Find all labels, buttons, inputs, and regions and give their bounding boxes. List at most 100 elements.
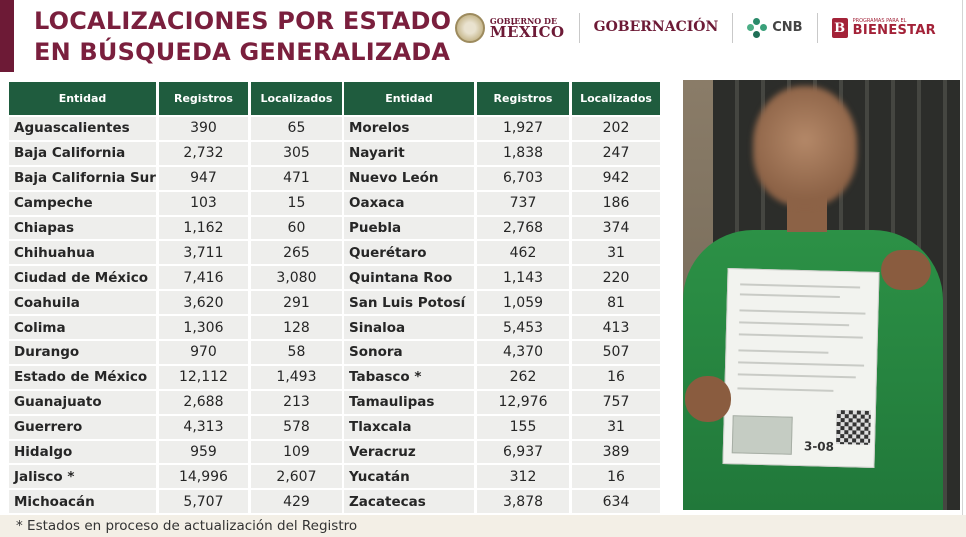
cell-entidad: Estado de México [9, 365, 156, 389]
table-row: Michoacán 5,707 429 [9, 490, 342, 514]
cell-registros: 312 [477, 465, 569, 489]
cell-entidad: Sinaloa [344, 316, 474, 340]
cell-localizados: 413 [572, 316, 660, 340]
cell-registros: 5,707 [158, 490, 248, 514]
cell-registros: 970 [158, 341, 248, 364]
cell-entidad: Tabasco * [344, 365, 474, 389]
cell-entidad: Veracruz [344, 440, 474, 464]
cell-registros: 1,306 [158, 316, 248, 340]
table-row: Querétaro 462 31 [344, 241, 660, 265]
logo-divider [732, 13, 734, 43]
cell-entidad: Tlaxcala [344, 415, 474, 439]
cell-registros: 1,927 [477, 117, 569, 140]
cell-registros: 6,937 [477, 440, 569, 464]
title-line-2: EN BÚSQUEDA GENERALIZADA [34, 38, 451, 66]
cell-localizados: 65 [250, 117, 342, 140]
cell-localizados: 374 [572, 216, 660, 240]
cell-localizados: 202 [572, 117, 660, 140]
table-row: Oaxaca 737 186 [344, 191, 660, 215]
cell-entidad: Baja California [9, 141, 156, 165]
cell-localizados: 471 [250, 166, 342, 190]
cell-localizados: 1,493 [250, 365, 342, 389]
cell-localizados: 128 [250, 316, 342, 340]
gobierno-small-label: GOBIERNO DE [489, 15, 558, 26]
cell-entidad: San Luis Potosí [344, 291, 474, 315]
table-row: Sinaloa 5,453 413 [344, 316, 660, 340]
table-row: Chiapas 1,162 60 [9, 216, 342, 240]
cell-localizados: 3,080 [250, 266, 342, 290]
cell-registros: 390 [158, 117, 248, 140]
cell-registros: 737 [477, 191, 569, 215]
photo-blurred-face [753, 86, 857, 206]
table-row: Tamaulipas 12,976 757 [344, 390, 660, 414]
cell-registros: 3,711 [158, 241, 248, 265]
cell-entidad: Nuevo León [344, 166, 474, 190]
cell-localizados: 220 [572, 266, 660, 290]
table-row: San Luis Potosí 1,059 81 [344, 291, 660, 315]
cell-entidad: Coahuila [9, 291, 156, 315]
table-row: Chihuahua 3,711 265 [9, 241, 342, 265]
cell-registros: 12,976 [477, 390, 569, 414]
table-row: Zacatecas 3,878 634 [344, 490, 660, 514]
logo-divider [578, 13, 580, 43]
cell-localizados: 16 [572, 365, 660, 389]
column-header-localizados: Localizados [250, 82, 342, 115]
gobernacion-label: GOBERNACIÓN [593, 19, 719, 35]
footnote-text: * Estados en proceso de actualización de… [16, 518, 358, 534]
bienestar-big-label: BIENESTAR [852, 23, 936, 38]
cell-registros: 2,768 [477, 216, 569, 240]
cell-entidad: Baja California Sur [9, 166, 156, 190]
cell-entidad: Guanajuato [9, 390, 156, 414]
table-row: Tabasco * 262 16 [344, 365, 660, 389]
table-row: Puebla 2,768 374 [344, 216, 660, 240]
cell-registros: 4,313 [158, 415, 248, 439]
cell-localizados: 942 [572, 166, 660, 190]
cell-localizados: 2,607 [250, 465, 342, 489]
table-row: Coahuila 3,620 291 [9, 291, 342, 315]
document-folio: 3-08 [803, 439, 835, 454]
cell-localizados: 15 [250, 191, 342, 215]
cell-registros: 7,416 [158, 266, 248, 290]
photo-person-holding-document: 3-08 [683, 80, 960, 510]
states-table-right: Entidad Registros Localizados Morelos 1,9… [341, 80, 663, 515]
accent-bar [0, 0, 14, 72]
cell-entidad: Sonora [344, 341, 474, 364]
cell-entidad: Yucatán [344, 465, 474, 489]
cell-localizados: 265 [250, 241, 342, 265]
cell-registros: 262 [477, 365, 569, 389]
cell-registros: 2,732 [158, 141, 248, 165]
cell-entidad: Chiapas [9, 216, 156, 240]
cell-localizados: 305 [250, 141, 342, 165]
cell-localizados: 109 [250, 440, 342, 464]
cell-entidad: Jalisco * [9, 465, 156, 489]
cell-entidad: Aguascalientes [9, 117, 156, 140]
cell-entidad: Oaxaca [344, 191, 474, 215]
photo-held-document: 3-08 [722, 268, 880, 468]
gobierno-mexico-logo: GOBIERNO DE MÉXICO [454, 13, 565, 43]
cell-entidad: Puebla [344, 216, 474, 240]
cnb-logo: CNB [747, 18, 803, 38]
logo-divider [816, 13, 818, 43]
page-title: LOCALIZACIONES POR ESTADO EN BÚSQUEDA GE… [34, 6, 504, 68]
cell-entidad: Hidalgo [9, 440, 156, 464]
cell-registros: 4,370 [477, 341, 569, 364]
cell-localizados: 578 [250, 415, 342, 439]
cell-localizados: 31 [572, 415, 660, 439]
table-row: Colima 1,306 128 [9, 316, 342, 340]
column-header-entidad: Entidad [344, 82, 474, 115]
cell-localizados: 389 [572, 440, 660, 464]
table-row: Hidalgo 959 109 [9, 440, 342, 464]
bienestar-small-label: PROGRAMAS PARA EL [852, 18, 907, 24]
table-row: Nayarit 1,838 247 [344, 141, 660, 165]
cell-entidad: Querétaro [344, 241, 474, 265]
cell-entidad: Ciudad de México [9, 266, 156, 290]
cell-localizados: 81 [572, 291, 660, 315]
cell-registros: 6,703 [477, 166, 569, 190]
cell-localizados: 60 [250, 216, 342, 240]
table-row: Baja California Sur 947 471 [9, 166, 342, 190]
cell-localizados: 291 [250, 291, 342, 315]
states-table-left: Entidad Registros Localizados Aguascalie… [6, 80, 345, 515]
cell-entidad: Durango [9, 341, 156, 364]
column-header-entidad: Entidad [9, 82, 156, 115]
cell-entidad: Chihuahua [9, 241, 156, 265]
